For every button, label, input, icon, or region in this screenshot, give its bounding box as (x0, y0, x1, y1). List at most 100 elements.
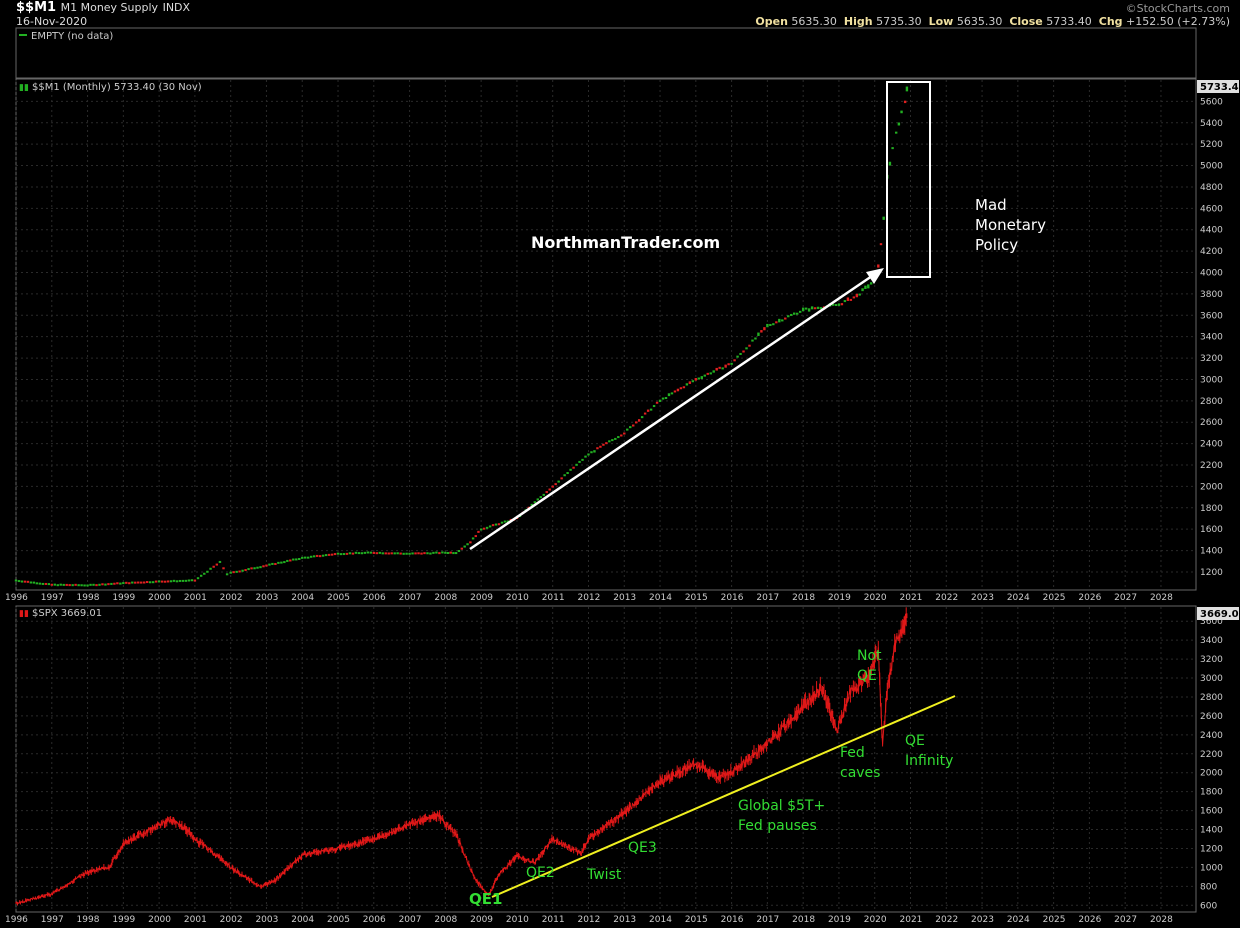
m1-candle (199, 574, 203, 577)
m1-x-axis: 1996 1997 1998 1999 2000 2001 2002 2003 2004 2005… (5, 593, 1173, 603)
m1-candle (378, 551, 381, 554)
m1-candle (360, 552, 364, 555)
m1-candle (566, 472, 569, 475)
watermark: NorthmanTrader.com (531, 233, 720, 252)
m1-candle (587, 453, 590, 456)
m1-candle (584, 455, 587, 458)
m1-candle (333, 553, 337, 556)
m1-candle (807, 308, 811, 312)
m1-candle (446, 551, 450, 554)
m1-candle (387, 552, 390, 555)
m1-y-tick-label: 1400 (1200, 547, 1223, 557)
m1-candle (327, 553, 331, 556)
m1-candle (769, 323, 772, 326)
m1-candle (292, 558, 295, 561)
m1-candle (477, 530, 480, 533)
m1-candle (452, 552, 455, 555)
close-value: 5733.40 (1046, 15, 1092, 28)
m1-candle (250, 567, 253, 570)
m1-x-tick-label: 2025 (1043, 593, 1066, 603)
m1-y-tick-label: 4800 (1200, 183, 1223, 193)
m1-candle (280, 561, 283, 564)
m1-candle (867, 284, 870, 289)
m1-candle (754, 337, 757, 340)
m1-candle (629, 426, 632, 429)
open-label: Open (755, 15, 788, 28)
m1-candle (148, 581, 152, 584)
m1-candle (393, 552, 396, 555)
m1-candle (166, 580, 170, 583)
m1-candle (193, 579, 197, 582)
m1-panel (15, 78, 1197, 591)
m1-candle (488, 525, 492, 528)
m1-y-tick-label: 1600 (1200, 525, 1223, 535)
m1-candle (861, 288, 864, 292)
m1-candle (888, 161, 892, 166)
spx-y-tick-label: 2400 (1200, 731, 1223, 741)
m1-candle (98, 583, 101, 586)
m1-x-tick-label: 2011 (542, 593, 565, 603)
m1-candle (222, 567, 225, 570)
m1-candle (259, 566, 262, 569)
m1-candle (778, 318, 781, 323)
m1-candle (503, 520, 507, 523)
m1-candle (41, 582, 45, 585)
m1-candle (238, 570, 241, 573)
annotation-global: Global $5T+ (738, 798, 825, 814)
m1-candle (369, 551, 373, 554)
m1-candle (727, 363, 730, 366)
m1-candle (101, 583, 104, 586)
m1-candle (530, 503, 534, 506)
high-label: High (843, 15, 873, 28)
m1-candle (244, 569, 247, 572)
annotation-caves: caves (840, 765, 880, 781)
m1-candle (703, 374, 706, 377)
annotation-qe1: QE1 (469, 890, 502, 908)
m1-candle (354, 551, 358, 554)
m1-candle (816, 306, 820, 310)
m1-candle (444, 551, 447, 554)
m1-candle (315, 554, 319, 557)
m1-candle (548, 488, 551, 491)
m1-candle (342, 553, 346, 556)
m1-x-tick-label: 2012 (577, 593, 600, 603)
m1-candle (83, 584, 86, 587)
m1-candle (742, 350, 745, 353)
m1-x-tick-label: 2007 (399, 593, 422, 603)
m1-x-tick-label: 2019 (828, 593, 851, 603)
credit: ©StockCharts.com (1125, 2, 1230, 15)
m1-candle (345, 552, 349, 555)
m1-candle (32, 581, 36, 584)
close-label: Close (1009, 15, 1043, 28)
spx-x-tick-label: 2007 (399, 915, 422, 925)
m1-x-tick-label: 2024 (1007, 593, 1030, 603)
m1-candle (203, 572, 206, 575)
spx-y-tick-label: 1600 (1200, 807, 1223, 817)
m1-candle (330, 553, 334, 556)
m1-candle (697, 377, 701, 380)
m1-candle (256, 566, 259, 569)
spx-x-tick-label: 2005 (327, 915, 350, 925)
m1-x-tick-label: 2020 (864, 593, 887, 603)
m1-candle (500, 521, 504, 524)
symbol: $$M1 (16, 0, 57, 15)
m1-candle (646, 409, 650, 412)
m1-candle (730, 362, 733, 365)
annotation-monetary: Monetary (975, 216, 1046, 234)
spx-x-tick-label: 2004 (291, 915, 314, 925)
annotation-twist: Twist (586, 867, 622, 883)
m1-candle (760, 330, 763, 333)
spx-y-tick-label: 3600 (1200, 617, 1223, 627)
m1-candle (59, 583, 62, 586)
m1-candle (74, 583, 77, 586)
m1-candle (375, 552, 378, 555)
m1-candle (733, 359, 736, 362)
symbol-name: M1 Money Supply (60, 1, 159, 14)
m1-candle (396, 552, 399, 555)
ohlc-readout: Open 5635.30 High 5735.30 Low 5635.30 Cl… (755, 15, 1230, 28)
m1-candle (29, 581, 33, 584)
spx-x-tick-label: 2008 (434, 915, 457, 925)
spx-y-tick-label: 1400 (1200, 826, 1223, 836)
m1-candle (667, 393, 671, 397)
